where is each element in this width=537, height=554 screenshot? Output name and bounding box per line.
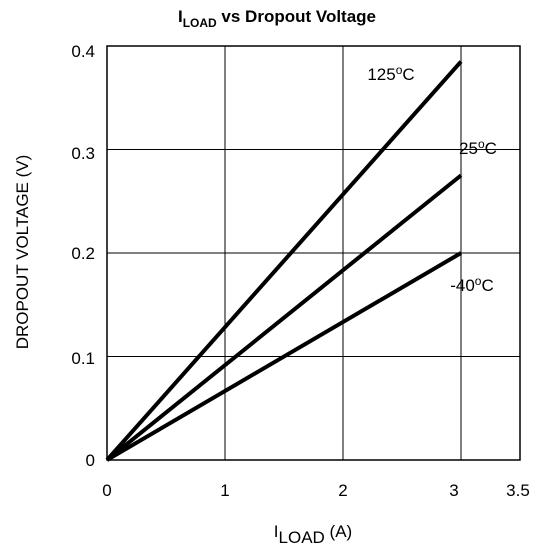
x-axis-label-subscript: LOAD — [279, 528, 325, 547]
series-label-25c-degree: o — [478, 137, 485, 151]
x-axis-label: ILOAD (A) — [274, 522, 352, 547]
series-label-minus40c-unit: C — [481, 276, 493, 295]
series-label-25c-value: 25 — [459, 139, 478, 158]
series-line-minus40c — [105, 251, 463, 462]
y-tick-label: 0.3 — [71, 144, 95, 163]
y-tick-label: 0.4 — [71, 42, 95, 61]
series-line-25c — [105, 173, 463, 462]
series-label-125c-value: 125 — [367, 65, 395, 84]
chart-title: ILOAD vs Dropout Voltage — [178, 7, 376, 30]
series-lines — [105, 60, 463, 462]
x-axis-label-main: I — [274, 522, 279, 541]
y-tick-label: 0.1 — [71, 349, 95, 368]
series-label-125c-degree: o — [396, 63, 403, 77]
series-label-minus40c-degree: o — [475, 274, 482, 288]
x-axis-label-rest: (A) — [325, 522, 352, 541]
series-label-25c: 25oC — [459, 137, 497, 158]
chart-title-subscript: LOAD — [183, 16, 217, 30]
chart-title-main: I — [178, 7, 183, 26]
series-line-125c — [105, 60, 463, 462]
series-label-125c-unit: C — [402, 65, 414, 84]
series-label-125c: 125oC — [367, 63, 414, 84]
x-tick-label: 3.5 — [506, 481, 530, 500]
x-tick-label: 1 — [220, 481, 229, 500]
x-tick-label: 3 — [449, 481, 458, 500]
series-label-minus40c: -40oC — [450, 274, 494, 295]
y-tick-label: 0.2 — [71, 244, 95, 263]
series-label-25c-unit: C — [485, 139, 497, 158]
x-tick-label: 0 — [102, 481, 111, 500]
y-axis-label: DROPOUT VOLTAGE (V) — [13, 155, 32, 350]
chart-title-rest: vs Dropout Voltage — [217, 7, 376, 26]
x-tick-label: 2 — [338, 481, 347, 500]
series-label-minus40c-value: -40 — [450, 276, 475, 295]
y-tick-label: 0 — [86, 451, 95, 470]
